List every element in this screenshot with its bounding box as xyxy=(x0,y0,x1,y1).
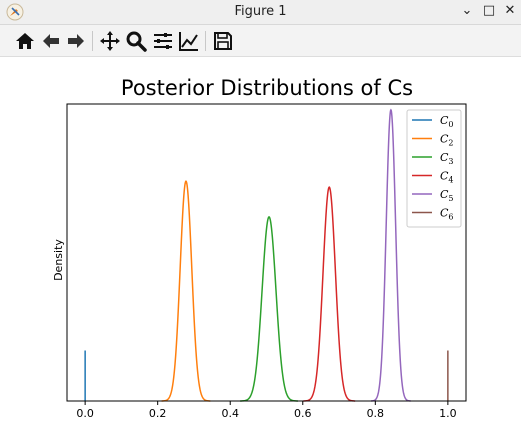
subplots-button[interactable] xyxy=(151,29,175,53)
edit-curves-button[interactable] xyxy=(177,29,201,53)
subplots-icon xyxy=(154,33,172,49)
back-button[interactable] xyxy=(39,29,63,53)
axes-frame xyxy=(66,103,467,402)
save-button[interactable] xyxy=(211,29,235,53)
navigation-toolbar xyxy=(0,25,521,57)
forward-button[interactable] xyxy=(64,29,88,53)
home-button[interactable] xyxy=(13,29,37,53)
toolbar-separator xyxy=(92,31,93,51)
figure-canvas: Posterior Distributions of Cs Density 0.… xyxy=(0,57,521,447)
series-group xyxy=(84,108,449,402)
x-tick-label: 0.2 xyxy=(149,407,167,420)
pan-icon xyxy=(100,31,120,51)
toolbar-separator xyxy=(205,31,206,51)
chart-title: Posterior Distributions of Cs xyxy=(121,76,413,100)
window-title: Figure 1 xyxy=(234,4,287,19)
pan-button[interactable] xyxy=(98,29,122,53)
matplotlib-app-icon xyxy=(6,3,24,21)
close-button[interactable]: ✕ xyxy=(504,3,516,18)
home-icon xyxy=(16,33,34,49)
title-bar: Figure 1 ⌄ □ ✕ xyxy=(0,0,521,25)
x-tick-label: 0.6 xyxy=(294,407,312,420)
x-tick-label: 0.8 xyxy=(367,407,385,420)
density-chart: Posterior Distributions of Cs Density 0.… xyxy=(52,76,467,420)
back-arrow-icon xyxy=(43,34,59,48)
x-tick-label: 1.0 xyxy=(439,407,457,420)
save-icon xyxy=(214,32,232,50)
zoom-button[interactable] xyxy=(124,29,148,53)
x-tick-label: 0.4 xyxy=(221,407,239,420)
series-c4-line xyxy=(303,186,356,402)
y-axis-label: Density xyxy=(52,239,65,281)
zoom-icon xyxy=(126,31,147,52)
minimize-button[interactable]: ⌄ xyxy=(461,3,473,18)
maximize-button[interactable]: □ xyxy=(482,3,496,18)
series-c5-line xyxy=(371,108,411,402)
x-tick-label: 0.0 xyxy=(76,407,94,420)
forward-arrow-icon xyxy=(68,34,84,48)
edit-curves-icon xyxy=(179,32,198,51)
series-c3-line xyxy=(240,215,298,402)
x-axis: 0.0 0.2 0.4 0.6 0.8 1.0 xyxy=(76,401,457,420)
series-c2-line xyxy=(161,180,211,402)
